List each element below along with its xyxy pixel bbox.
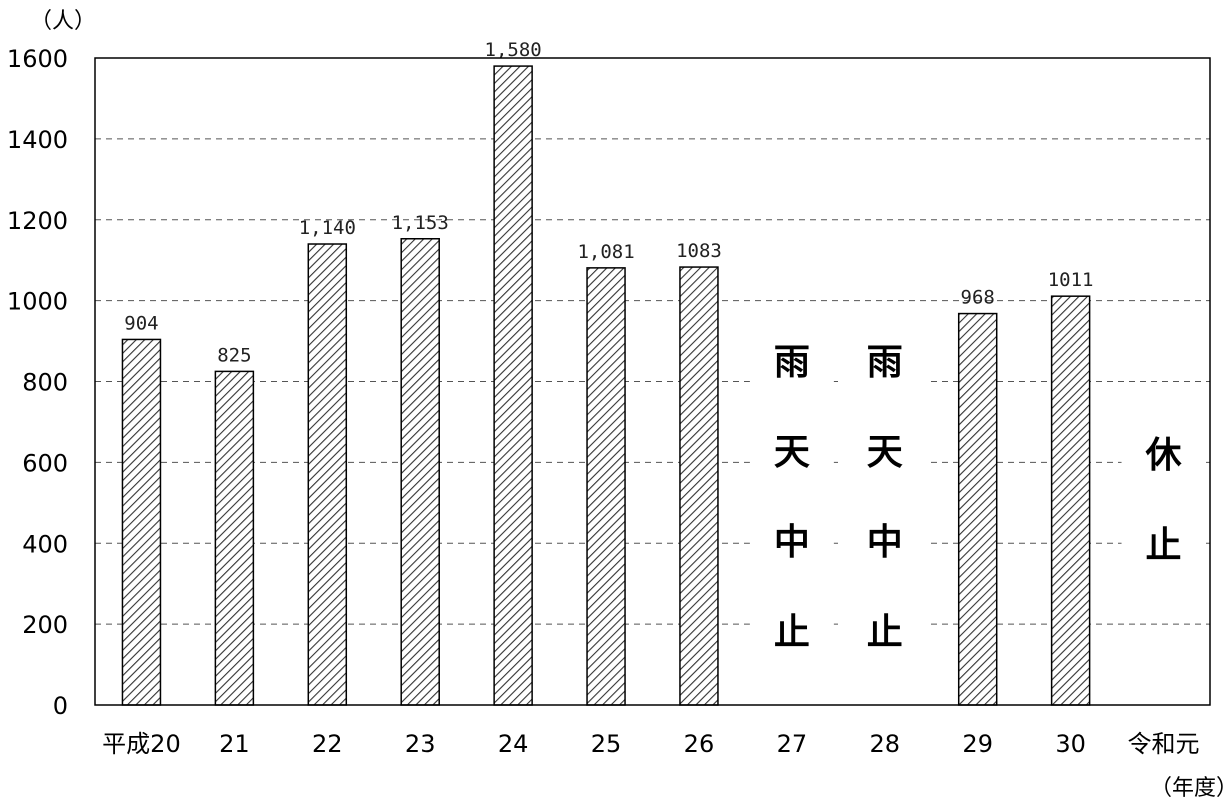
data-label: 1083 [676,240,722,262]
y-tick-label: 1600 [7,45,68,73]
bar [586,267,626,706]
bar [679,266,719,706]
annotation-background [1121,395,1206,575]
x-axis-ticks: 平成20 21 22 23 24 25 26 27 28 29 30 令和元 [102,730,1199,758]
data-label: 904 [124,312,158,334]
gridlines [95,138,1210,625]
x-tick-label: 令和元 [1128,730,1200,758]
bar [214,370,255,706]
x-tick-label: 23 [405,730,436,758]
data-label: 1,140 [299,217,356,239]
x-tick-label: 29 [962,730,993,758]
annotation-text: 雨天中止 [867,342,903,653]
data-label: 1,580 [485,39,542,61]
y-tick-label: 600 [22,449,68,477]
x-axis-unit-label: （年度） [1150,776,1227,801]
y-axis-unit-label: （人） [30,9,96,34]
annotation-background [749,302,834,662]
y-tick-label: 1000 [7,288,68,316]
x-tick-label: 平成20 [102,730,181,758]
x-tick-label: 24 [498,730,529,758]
y-tick-label: 1400 [7,126,68,154]
bar [1050,295,1091,706]
bar [400,238,440,706]
x-tick-label: 25 [591,730,622,758]
data-label: 1,153 [392,212,449,234]
data-label: 825 [217,344,251,366]
annotations: 雨天中止 雨天中止 休止 [749,302,1206,662]
bar [307,243,348,706]
data-label: 968 [961,287,995,309]
data-labels: 904 825 1,140 1,153 1,580 1,081 1083 968 1011 [124,39,1093,366]
x-tick-label: 22 [312,730,343,758]
y-tick-label: 0 [53,692,68,720]
data-label: 1011 [1048,269,1094,291]
x-tick-label: 30 [1055,730,1086,758]
bar [121,338,162,706]
x-tick-label: 26 [684,730,715,758]
x-tick-label: 21 [219,730,250,758]
annotation-text: 休止 [1145,435,1183,566]
y-axis-ticks: 0 200 400 600 800 1000 1200 1400 1600 [7,45,68,720]
x-tick-label: 28 [870,730,901,758]
y-tick-label: 800 [22,369,68,397]
x-tick-label: 27 [777,730,808,758]
bars [121,65,1091,706]
y-tick-label: 400 [22,530,68,558]
plot-frame [94,57,1211,706]
bar [493,65,533,706]
data-label: 1,081 [577,241,634,263]
annotation-text: 雨天中止 [774,342,810,653]
y-tick-label: 200 [22,611,68,639]
bar [957,312,998,706]
annotation-background [842,302,927,662]
y-tick-label: 1200 [7,207,68,235]
